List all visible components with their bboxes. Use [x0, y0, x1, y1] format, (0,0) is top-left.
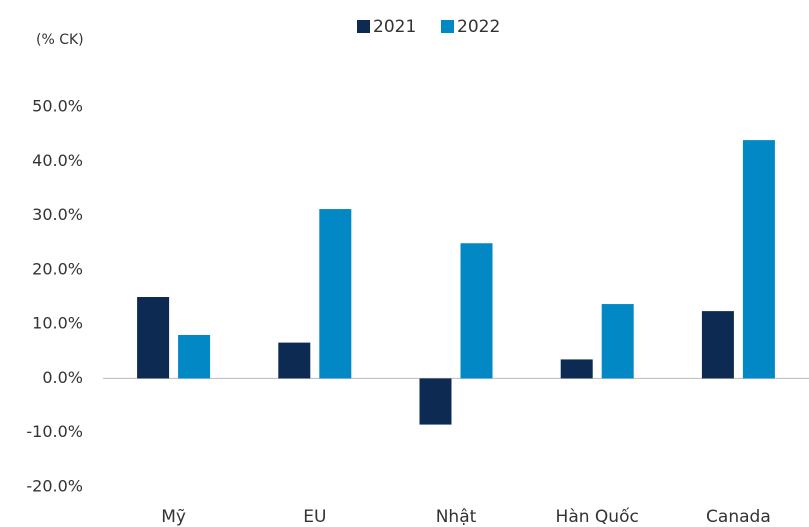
bar: [419, 378, 452, 425]
bar: [460, 243, 493, 379]
x-tick-label: Nhật: [436, 507, 477, 527]
legend-label: 2021: [373, 17, 416, 37]
x-tick-label: EU: [303, 507, 326, 527]
y-tick-label: 40.0%: [32, 151, 83, 170]
x-tick-label: Hàn Quốc: [556, 506, 639, 527]
bar: [319, 209, 352, 379]
bar: [278, 342, 311, 379]
legend-swatch: [357, 20, 370, 33]
x-tick-label: Canada: [706, 507, 771, 527]
bar: [601, 304, 634, 379]
y-unit-label: (% CK): [36, 32, 84, 48]
bar: [137, 297, 170, 379]
y-tick-label: 30.0%: [32, 205, 83, 224]
bar: [560, 359, 593, 379]
bar: [701, 311, 734, 379]
x-tick-label: Mỹ: [161, 507, 186, 527]
y-tick-label: 0.0%: [42, 368, 83, 387]
y-tick-label: 20.0%: [32, 259, 83, 278]
y-tick-label: 10.0%: [32, 314, 83, 333]
bar: [742, 140, 775, 379]
legend-swatch: [441, 20, 454, 33]
y-tick-label: -20.0%: [26, 477, 83, 496]
legend-label: 2022: [457, 17, 500, 37]
y-tick-label: -10.0%: [26, 422, 83, 441]
y-tick-label: 50.0%: [32, 97, 83, 116]
bar: [178, 335, 211, 379]
